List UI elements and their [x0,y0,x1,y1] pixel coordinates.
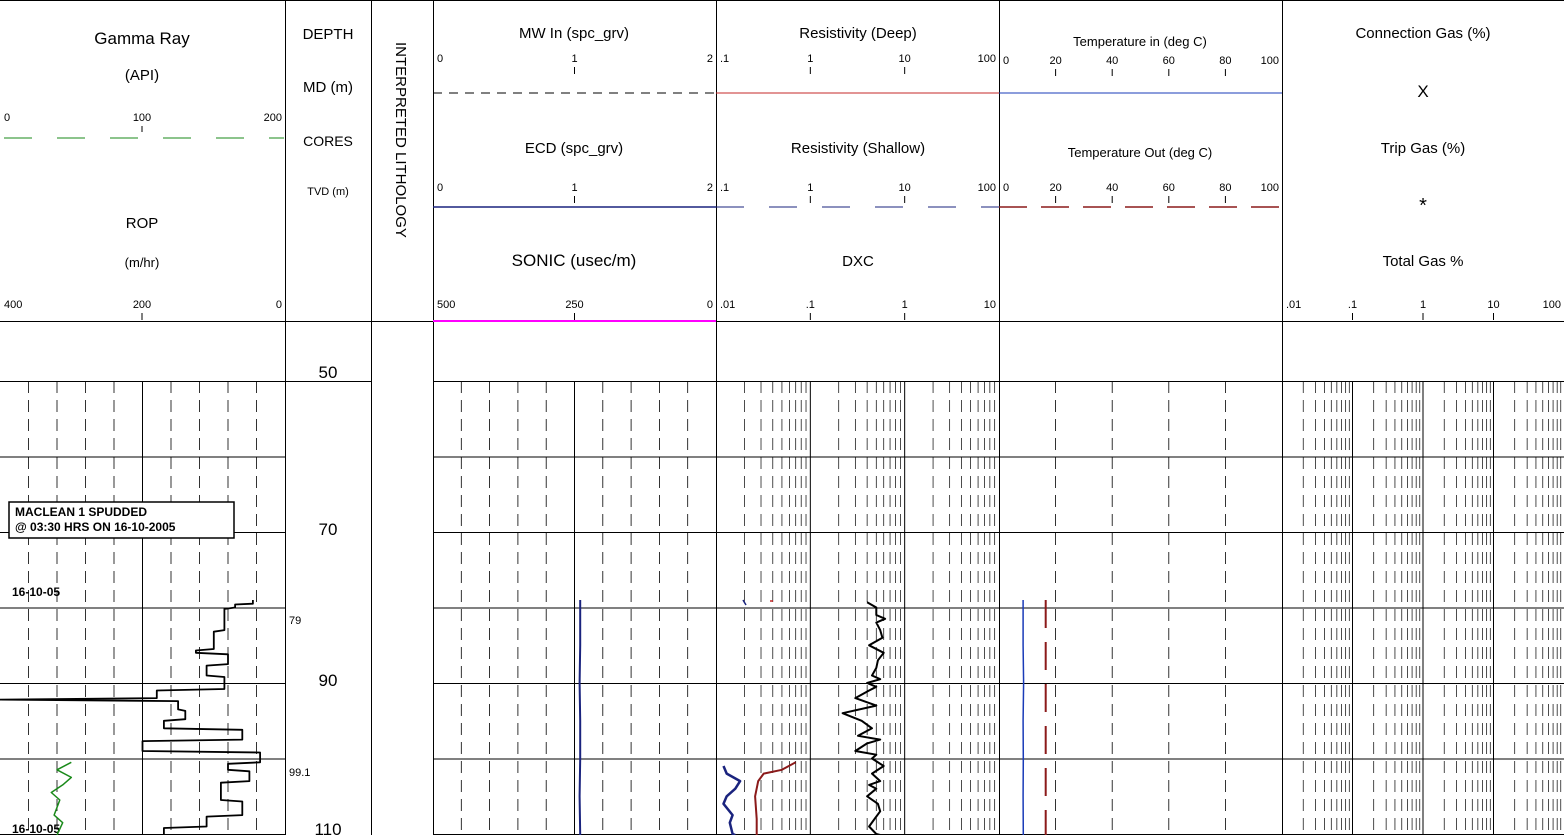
ecd-tick: 2 [707,182,713,194]
res-shallow-tick: 1 [807,182,813,194]
temp-out-tick: 40 [1106,182,1118,194]
ecd-title: ECD (spc_grv) [525,140,623,157]
depth-label: 90 [319,671,338,690]
cores-label: CORES [303,133,353,149]
mw-in-title: MW In (spc_grv) [519,25,629,42]
connection-gas-title: Connection Gas (%) [1355,25,1490,42]
res-shallow-tick: 100 [978,182,996,194]
ecd-tick: 1 [571,182,577,194]
sonic-tick: 0 [707,299,713,311]
depth-label: 50 [319,363,338,382]
connection-gas-marker: X [1417,82,1428,101]
spud-annotation-line: MACLEAN 1 SPUDDED [15,505,147,519]
series-resistivity-deep- [754,761,797,835]
tvd-label: TVD (m) [307,186,349,198]
temp-out-tick: 80 [1219,182,1231,194]
temp-in-title: Temperature in (deg C) [1073,34,1207,49]
series-gamma-ray [50,761,73,835]
total-gas-tick: 100 [1543,299,1561,311]
tvd-label: 99.1 [289,767,310,779]
series-temperature-in [1022,600,1025,835]
gamma-tick: 0 [4,112,10,124]
rop-tick: 200 [133,299,151,311]
res-deep-tick: 100 [978,53,996,65]
spud-annotation-box [8,501,235,539]
temp-in-tick: 60 [1163,55,1175,67]
temp-out-tick: 20 [1049,182,1061,194]
date-annotation: 16-10-05 [12,822,60,835]
total-gas-title: Total Gas % [1383,253,1464,270]
temp-in-tick: 20 [1049,55,1061,67]
temp-in-tick: 0 [1003,55,1009,67]
tvd-label: 79 [289,615,301,627]
temp-out-tick: 0 [1003,182,1009,194]
series-resistivity-shallow- [722,765,742,835]
temp-out-title: Temperature Out (deg C) [1068,145,1213,160]
depth-label: 70 [319,520,338,539]
mw-in-tick: 0 [437,53,443,65]
depth-label: 110 [314,820,341,835]
mw-in-tick: 1 [571,53,577,65]
temp-in-tick: 40 [1106,55,1118,67]
temp-in-tick: 80 [1219,55,1231,67]
gamma-tick: 200 [264,112,282,124]
dxc-tick: .1 [806,299,815,311]
gamma-tick: 100 [133,112,151,124]
rop-tick: 400 [4,299,22,311]
spud-annotation-line: @ 03:30 HRS ON 16-10-2005 [15,520,176,534]
temp-out-tick: 60 [1163,182,1175,194]
date-annotation: 16-10-05 [12,585,60,599]
res-deep-title: Resistivity (Deep) [799,25,917,42]
trip-gas-title: Trip Gas (%) [1381,140,1465,157]
ecd-tick: 0 [437,182,443,194]
temp-out-tick: 100 [1261,182,1279,194]
dxc-tick: .01 [720,299,735,311]
depth-title: DEPTH [303,26,354,43]
res-shallow-start-mark [742,599,747,606]
total-gas-tick: 1 [1420,299,1426,311]
res-shallow-title: Resistivity (Shallow) [791,140,925,157]
depth-md-label: MD (m) [303,79,353,96]
sonic-title: SONIC (usec/m) [512,251,637,270]
series-dxc [841,601,887,835]
series-rop [0,600,278,835]
res-shallow-tick: 10 [899,182,911,194]
dxc-title: DXC [842,253,874,270]
series-sonic [578,600,582,835]
sonic-tick: 250 [565,299,583,311]
dxc-tick: 10 [984,299,996,311]
rop-tick: 0 [276,299,282,311]
gamma-ray-title: Gamma Ray [94,29,190,48]
res-deep-tick: 1 [807,53,813,65]
res-deep-tick: .1 [720,53,729,65]
res-deep-tick: 10 [899,53,911,65]
lithology-title: INTERPRETED LITHOLOGY [392,42,409,238]
sonic-tick: 500 [437,299,455,311]
rop-unit: (m/hr) [125,255,160,270]
dxc-tick: 1 [902,299,908,311]
res-shallow-tick: .1 [720,182,729,194]
total-gas-tick: .01 [1286,299,1301,311]
rop-title: ROP [126,215,159,232]
mw-in-tick: 2 [707,53,713,65]
total-gas-tick: .1 [1348,299,1357,311]
gamma-ray-unit: (API) [125,67,159,84]
trip-gas-marker: * [1419,195,1427,217]
total-gas-tick: 10 [1487,299,1499,311]
temp-in-tick: 100 [1261,55,1279,67]
